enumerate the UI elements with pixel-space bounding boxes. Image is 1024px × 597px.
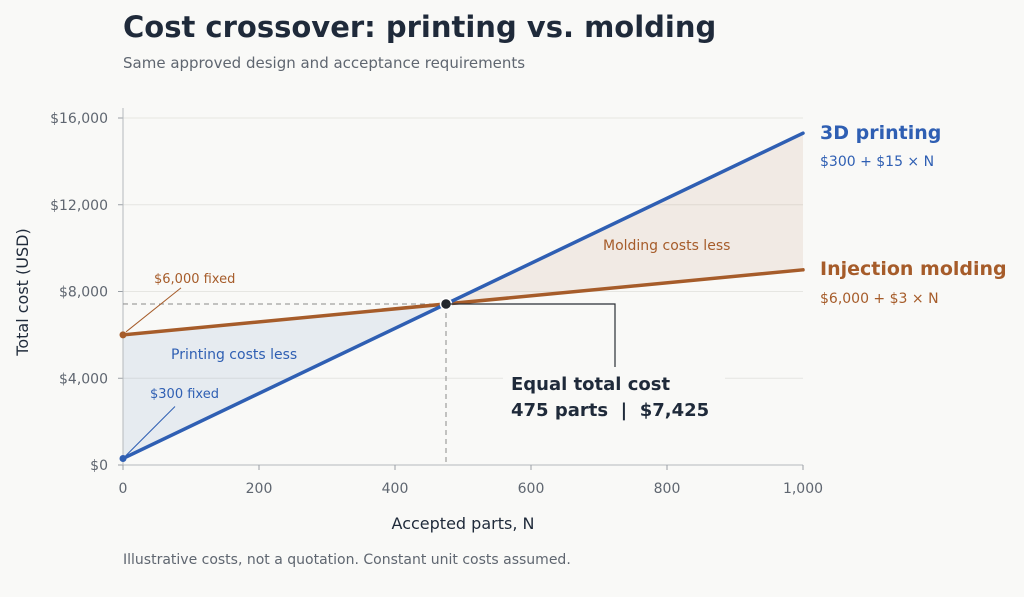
series-line-injection-molding [121,268,805,337]
series-line-3d-printing [121,131,805,461]
axes: $0 $4,000 $8,000 $12,000 $16,000 0 200 400 600 80… [50,108,823,497]
x-tick-label: 600 [518,481,545,497]
chart-labels: $6,000 fixed $300 fixed Printing costs les… [125,122,1007,456]
molding-fixed-leader [125,287,182,333]
x-tick-label: 800 [654,481,681,497]
y-axis-title: Total cost (USD) [13,228,32,356]
y-tick-label: $16,000 [50,111,108,127]
x-axis-title: Accepted parts, N [392,514,535,533]
series-lines [121,131,805,461]
printing-fixed-label: $300 fixed [150,387,219,402]
point-printing-fixed [119,454,127,462]
crossover-label-line2: 475 parts | $7,425 [511,400,709,421]
footnote: Illustrative costs, not a quotation. Con… [123,552,571,568]
chart-title: Cost crossover: printing vs. molding [123,10,716,44]
series-label-3d-printing: 3D printing [820,122,941,144]
y-tick-label: $4,000 [59,371,108,387]
x-tick-label: 400 [382,481,409,497]
crossover-leader [446,303,616,370]
crossover-label-line1: Equal total cost [511,374,670,395]
molding-fixed-label: $6,000 fixed [154,272,235,287]
chart-subtitle: Same approved design and acceptance requ… [123,54,525,72]
region-label-printing: Printing costs less [171,347,297,363]
printing-fixed-leader [125,406,176,456]
region-label-molding: Molding costs less [603,238,730,254]
series-label-injection-molding: Injection molding [820,258,1007,280]
point-molding-fixed [119,331,127,339]
y-tick-label: $0 [90,458,108,474]
y-tick-label: $12,000 [50,198,108,214]
crossover-label-background [503,367,725,427]
series-formula-injection-molding: $6,000 + $3 × N [820,291,939,307]
y-tick-label: $8,000 [59,285,108,301]
series-formula-3d-printing: $300 + $15 × N [820,154,934,170]
x-tick-label: 1,000 [783,481,823,497]
x-tick-label: 200 [246,481,273,497]
x-tick-label: 0 [119,481,128,497]
